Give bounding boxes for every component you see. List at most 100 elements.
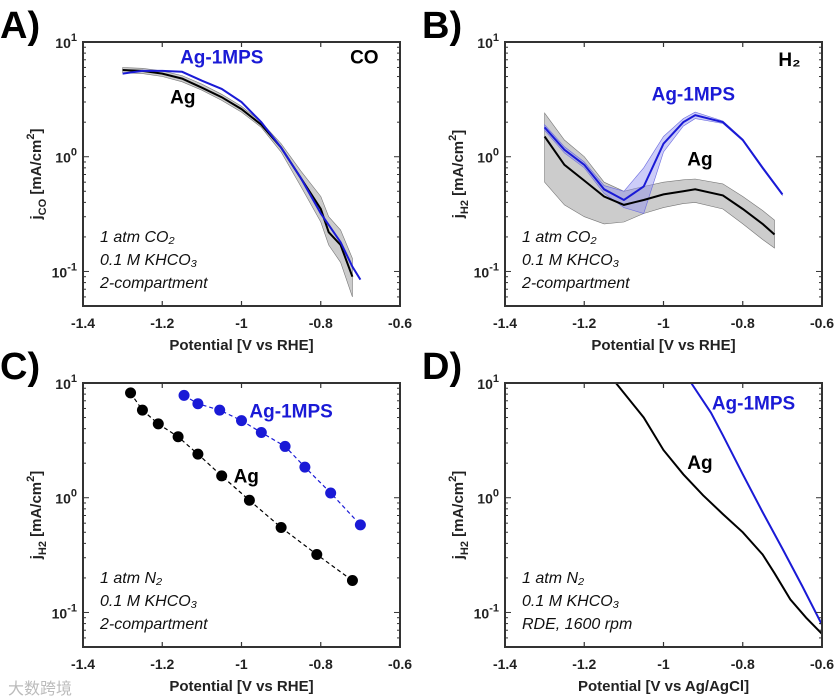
data-point-ag (346, 574, 358, 586)
data-point-ag (136, 404, 148, 416)
panel-d: D) Ag Ag-1MPS -1.4 -1.2 -1 -0.8 -0.6 10-1 100 101 P… (422, 346, 834, 695)
y-tick-label: 100 (477, 147, 499, 166)
data-point-ag-1mps (299, 461, 311, 473)
panel-label: C) (0, 346, 40, 388)
data-point-ag (243, 494, 255, 506)
series-line-ag (615, 382, 823, 635)
x-axis-label: Potential [V vs RHE] (591, 337, 735, 354)
x-tick-label: -1.4 (71, 656, 95, 672)
data-point-ag (172, 431, 184, 443)
x-tick-label: -1.2 (572, 656, 596, 672)
panel-label: D) (422, 346, 462, 388)
y-tick-label: 100 (55, 147, 77, 166)
data-point-ag (216, 470, 228, 482)
condition-text: 2-compartment (99, 275, 208, 292)
x-tick-label: -1 (657, 656, 670, 672)
condition-text: 0.1 M KHCO₃ (522, 252, 619, 269)
panel-label: B) (422, 5, 462, 47)
x-tick-label: -1.2 (150, 656, 174, 672)
series-label: Ag-1MPS (712, 393, 795, 414)
condition-text: 0.1 M KHCO₃ (522, 593, 619, 610)
x-tick-label: -0.8 (309, 656, 333, 672)
x-tick-label: -1.2 (572, 315, 596, 331)
x-axis-label: Potential [V vs RHE] (169, 337, 313, 354)
panel-label: A) (0, 5, 40, 47)
x-tick-label: -1.2 (150, 315, 174, 331)
series-line-ag (543, 135, 776, 236)
x-tick-label: -1.4 (493, 656, 517, 672)
x-tick-label: -0.8 (731, 656, 755, 672)
series-label: Ag (170, 88, 195, 109)
series-label: Ag-1MPS (180, 47, 263, 68)
condition-text: 2-compartment (99, 616, 208, 633)
x-tick-label: -1 (235, 315, 248, 331)
data-point-ag-1mps (178, 389, 190, 401)
x-tick-label: -0.8 (731, 315, 755, 331)
x-tick-label: -0.8 (309, 315, 333, 331)
data-point-ag-1mps (325, 487, 337, 499)
y-tick-label: 10-1 (474, 602, 499, 621)
y-axis-label: jH2 [mA/cm2] (447, 471, 471, 561)
data-point-ag-1mps (214, 404, 226, 416)
error-band-ag (544, 112, 775, 249)
x-axis-label: Potential [V vs RHE] (169, 678, 313, 695)
condition-text: RDE, 1600 rpm (522, 616, 632, 633)
data-point-ag (125, 387, 137, 399)
x-tick-label: -0.6 (810, 315, 834, 331)
y-tick-label: 10-1 (474, 261, 499, 280)
y-axis-label: jCO [mA/cm2] (25, 129, 49, 221)
series-label: Ag-1MPS (249, 402, 332, 423)
x-tick-label: -0.6 (388, 656, 412, 672)
data-point-ag (311, 549, 323, 561)
series-label: Ag (687, 149, 712, 170)
x-axis-label: Potential [V vs Ag/AgCl] (578, 678, 749, 695)
series-line-ag-1mps (543, 114, 784, 202)
condition-text: 2-compartment (521, 275, 630, 292)
x-tick-label: -1.4 (493, 315, 517, 331)
series-label: Ag (687, 453, 712, 474)
y-tick-label: 101 (55, 373, 77, 392)
x-tick-label: -0.6 (388, 315, 412, 331)
data-point-ag (152, 418, 164, 430)
condition-text: 0.1 M KHCO₃ (100, 252, 197, 269)
y-tick-label: 100 (55, 488, 77, 507)
x-tick-label: -1.4 (71, 315, 95, 331)
panel-b: B) Ag Ag-1MPS -1.4 -1.2 -1 -0.8 -0.6 10-1 100 101 P… (422, 5, 834, 354)
series-line-ag (122, 69, 354, 278)
data-point-ag-1mps (255, 427, 267, 439)
x-tick-label: -1 (235, 656, 248, 672)
y-tick-label: 10-1 (52, 261, 77, 280)
product-label: H₂ (778, 50, 800, 71)
x-tick-label: -0.6 (810, 656, 834, 672)
error-band-ag (122, 67, 353, 297)
x-tick-label: -1 (657, 315, 670, 331)
watermark: 大数跨境 (8, 679, 72, 698)
y-tick-label: 101 (477, 32, 499, 51)
data-point-ag-1mps (192, 398, 204, 410)
series-line-ag-1mps (690, 382, 823, 626)
y-axis-label: jH2 [mA/cm2] (447, 130, 471, 220)
series-label: Ag-1MPS (652, 84, 735, 105)
y-tick-label: 101 (477, 373, 499, 392)
condition-text: 1 atm N₂ (522, 570, 584, 587)
series-line-ag (130, 392, 353, 581)
condition-text: 0.1 M KHCO₃ (100, 593, 197, 610)
condition-text: 1 atm N₂ (100, 570, 162, 587)
y-tick-label: 101 (55, 32, 77, 51)
data-point-ag-1mps (354, 519, 366, 531)
y-tick-label: 10-1 (52, 602, 77, 621)
panel-c: C) Ag Ag-1MPS -1.4 -1.2 -1 -0.8 -0.6 10-1 100 101 P… (0, 346, 412, 695)
data-point-ag-1mps (236, 415, 247, 427)
y-tick-label: 100 (477, 488, 499, 507)
data-point-ag (192, 448, 204, 460)
y-axis-label: jH2 [mA/cm2] (25, 471, 49, 561)
series-label: Ag (234, 466, 259, 487)
product-label: CO (350, 47, 379, 68)
condition-text: 1 atm CO₂ (522, 229, 597, 246)
series-line-ag-1mps (122, 69, 362, 281)
data-point-ag-1mps (279, 440, 291, 452)
data-point-ag (275, 522, 287, 534)
panel-a: A) Ag Ag-1MPS -1.4 -1.2 -1 -0.8 -0.6 10-1 100 101 P… (0, 5, 412, 354)
condition-text: 1 atm CO₂ (100, 229, 175, 246)
